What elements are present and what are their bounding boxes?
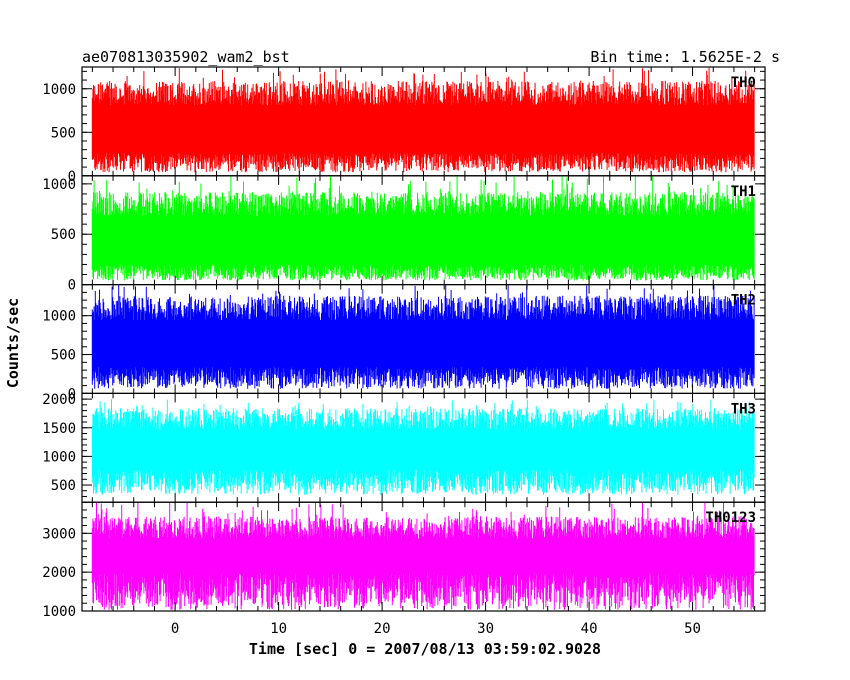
y-tick-label: 2000 [42, 392, 76, 408]
y-axis-label: Counts/sec [4, 298, 22, 388]
y-tick-label: 0 [68, 169, 76, 185]
x-tick-label: 10 [270, 621, 287, 637]
x-tick-label: 20 [374, 621, 391, 637]
series-label-th0: TH0 [731, 75, 756, 91]
y-tick-label: 0 [68, 278, 76, 294]
panel-th3: 500 1000 1500 2000 TH3 [42, 392, 766, 503]
y-tick-label: 500 [51, 125, 76, 141]
x-tick-label: 0 [171, 621, 179, 637]
series-label-th0123: TH0123 [705, 510, 756, 526]
x-tick-label: 50 [684, 621, 701, 637]
y-tick-label: 3000 [42, 526, 76, 542]
series-trace-th0123 [91, 502, 755, 610]
bin-time-label: Bin time: 1.5625E-2 s [590, 48, 780, 66]
y-tick-label: 2000 [42, 565, 76, 581]
series-trace-th3 [91, 399, 755, 495]
y-tick-label: 500 [51, 478, 76, 494]
x-tick-label: 40 [581, 621, 598, 637]
y-tick-label: 1000 [42, 309, 76, 325]
panel-th0: 0 500 1000 TH0 [42, 66, 766, 185]
y-tick-label: 500 [51, 348, 76, 364]
x-tick-label: 30 [477, 621, 494, 637]
series-trace-th1 [91, 175, 755, 281]
y-tick-label: 0 [68, 386, 76, 402]
y-tick-label: 1000 [42, 82, 76, 98]
x-axis-label: Time [sec] 0 = 2007/08/13 03:59:02.9028 [249, 640, 601, 658]
y-tick-label: 1500 [42, 421, 76, 437]
series-trace-th0 [91, 67, 755, 173]
y-tick-label: 1000 [42, 449, 76, 465]
chart-title: ae070813035902_wam2_bst [82, 48, 290, 66]
panel-th1: 0 500 1000 TH1 [42, 175, 766, 294]
panel-th2: 0 500 1000 TH2 [42, 284, 766, 402]
series-trace-th2 [91, 284, 755, 389]
series-label-th1: TH1 [731, 184, 756, 200]
series-label-th2: TH2 [731, 293, 756, 309]
series-label-th3: TH3 [731, 401, 756, 417]
y-tick-label: 500 [51, 227, 76, 243]
y-tick-label: 1000 [42, 177, 76, 193]
y-tick-label: 1000 [42, 604, 76, 620]
panel-th0123: 1000 2000 3000 TH0123 [42, 501, 766, 620]
